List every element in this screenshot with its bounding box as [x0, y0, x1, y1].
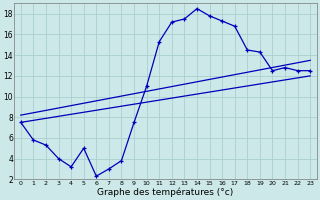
X-axis label: Graphe des températures (°c): Graphe des températures (°c)	[97, 187, 234, 197]
